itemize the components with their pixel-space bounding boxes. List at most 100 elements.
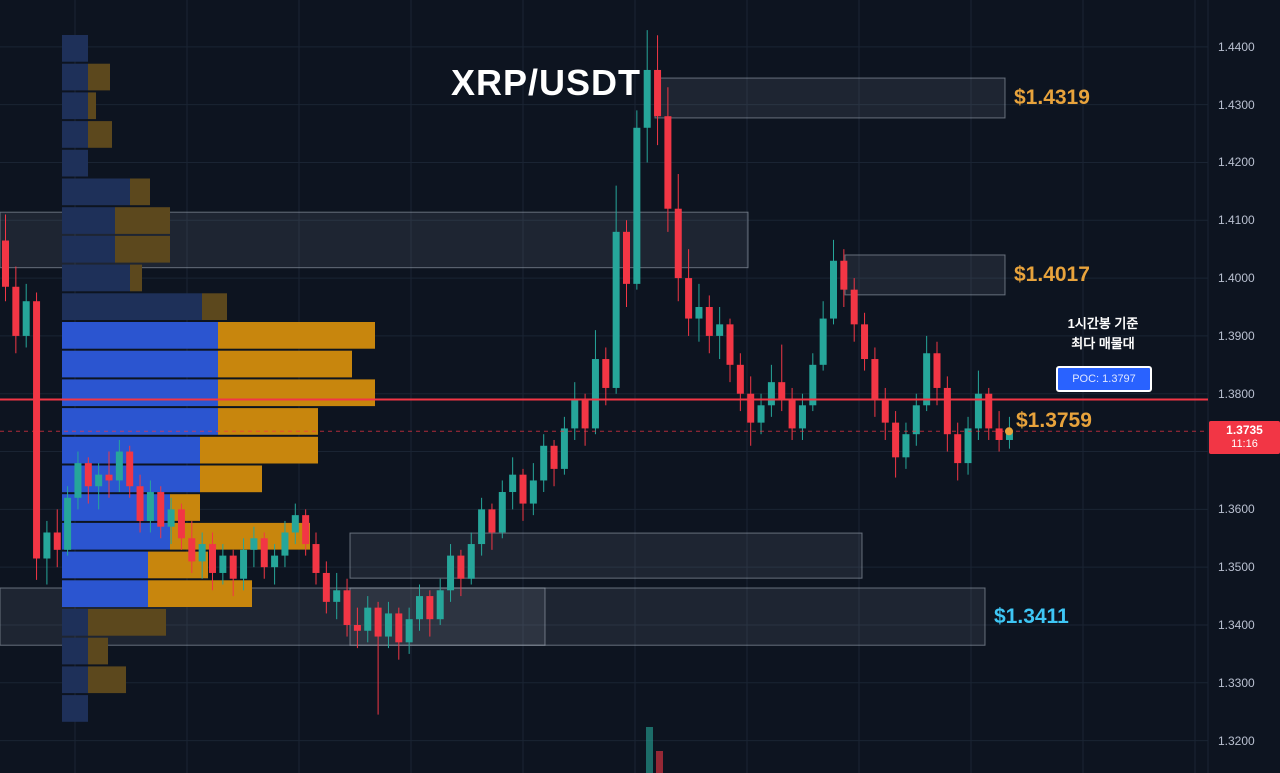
candle-body	[146, 492, 154, 521]
candle-body	[954, 434, 962, 464]
volume-profile-bar-buy	[62, 35, 88, 62]
volume-profile-bar-buy	[62, 264, 130, 292]
candle-body	[985, 393, 993, 429]
candle-body	[229, 555, 237, 579]
candle-body	[602, 359, 610, 388]
candle-body	[12, 286, 20, 336]
volume-profile-bar-buy	[62, 580, 148, 607]
candle-body	[478, 509, 486, 545]
volume-profile-bar-sell	[218, 408, 318, 435]
volume-bar	[656, 751, 663, 773]
volume-profile-bar-sell	[200, 436, 318, 464]
volume-profile-bar-sell	[200, 465, 262, 493]
candle-body	[447, 555, 455, 591]
price-axis-label: 1.3200	[1218, 733, 1255, 748]
candle-body	[457, 555, 465, 579]
volume-profile-bar-sell	[88, 121, 112, 148]
volume-profile-bar-buy	[62, 121, 88, 148]
candle-body	[105, 474, 113, 481]
volume-profile-bar-buy	[62, 92, 88, 120]
price-axis[interactable]: 1.4400 1.4300 1.4200 1.4100 1.4000 1.3900 1.38…	[1208, 0, 1280, 773]
candle-body	[1005, 431, 1013, 440]
candle-body	[519, 474, 527, 504]
candle-body	[964, 428, 972, 464]
volume-profile-bar-sell	[170, 494, 200, 521]
price-axis-label: 1.4300	[1218, 97, 1255, 112]
volume-profile-bar-buy	[62, 408, 218, 435]
volume-profile-bar-sell	[115, 207, 170, 234]
volume-profile-bar-buy	[62, 637, 88, 665]
candle-body	[126, 451, 134, 487]
volume-profile-bar-buy	[62, 695, 88, 722]
candle-body	[302, 515, 310, 545]
candle-body	[571, 399, 579, 429]
candle-body	[374, 607, 382, 637]
candle-body	[633, 127, 641, 284]
price-axis-label: 1.3500	[1218, 560, 1255, 575]
volume-profile-bar-buy	[62, 609, 88, 636]
candle-body	[550, 445, 558, 469]
candle-body	[912, 405, 920, 435]
candle-body	[219, 555, 227, 573]
candle-body	[664, 116, 672, 209]
volume-profile-bar-buy	[62, 379, 218, 407]
volume-profile-bar-buy	[62, 522, 170, 550]
price-axis-label: 1.3300	[1218, 675, 1255, 690]
volume-profile-bar-sell	[218, 322, 375, 349]
candle-body	[95, 474, 103, 487]
annotation-note-line1: 1시간봉 기준	[1067, 316, 1139, 331]
candle-body	[136, 486, 144, 521]
volume-bars	[646, 727, 663, 773]
volume-profile-bar-sell	[202, 293, 227, 320]
price-axis-label: 1.3800	[1218, 386, 1255, 401]
volume-bar	[646, 727, 653, 773]
candle-body	[53, 532, 61, 550]
candle-body	[560, 428, 568, 469]
zone-box[interactable]	[349, 587, 546, 646]
candle-body	[871, 359, 879, 400]
candle-body	[902, 434, 910, 458]
volume-profile-bar-sell	[130, 178, 150, 206]
volume-profile-bar-buy	[62, 322, 218, 349]
volume-profile-bar-buy	[62, 235, 115, 263]
candle-body	[612, 231, 620, 388]
candle-body	[840, 260, 848, 290]
candle-body	[747, 393, 755, 423]
volume-profile-bar-sell	[88, 92, 96, 120]
candle-body	[426, 596, 434, 620]
volume-profile-bar-sell	[148, 580, 252, 607]
candle-body	[209, 544, 216, 573]
candle-body	[115, 451, 123, 481]
candle-body	[177, 509, 185, 539]
candle-body	[861, 324, 869, 360]
candle-body	[74, 463, 82, 498]
candle-body	[384, 613, 392, 637]
price-axis-label: 1.4400	[1218, 39, 1255, 54]
last-price-marker	[1005, 427, 1013, 436]
candle-body	[674, 208, 682, 279]
candle-body	[778, 382, 786, 400]
zone-box[interactable]	[654, 77, 1006, 119]
candle-body	[623, 231, 630, 284]
candle-body	[654, 69, 662, 117]
volume-profile-bar-sell	[130, 264, 142, 292]
last-price-value: 1.3735	[1226, 423, 1263, 438]
last-price-time: 11:16	[1231, 438, 1258, 451]
price-axis-label: 1.3600	[1218, 502, 1255, 517]
volume-profile-bar-sell	[218, 379, 375, 407]
candle-body	[22, 301, 30, 336]
zone-box[interactable]	[349, 532, 863, 579]
candle-body	[488, 509, 496, 533]
zone-box[interactable]	[844, 254, 1006, 296]
candle-body	[540, 445, 548, 481]
annotation-note-line2: 최다 매물대	[1071, 336, 1135, 351]
candle-body	[260, 538, 268, 568]
candle-body	[757, 405, 765, 423]
candle-body	[767, 382, 775, 406]
candle-body	[291, 515, 299, 533]
poc-label[interactable]: POC: 1.3797	[1056, 366, 1152, 393]
candle-body	[685, 278, 693, 319]
candle-body	[695, 307, 703, 319]
